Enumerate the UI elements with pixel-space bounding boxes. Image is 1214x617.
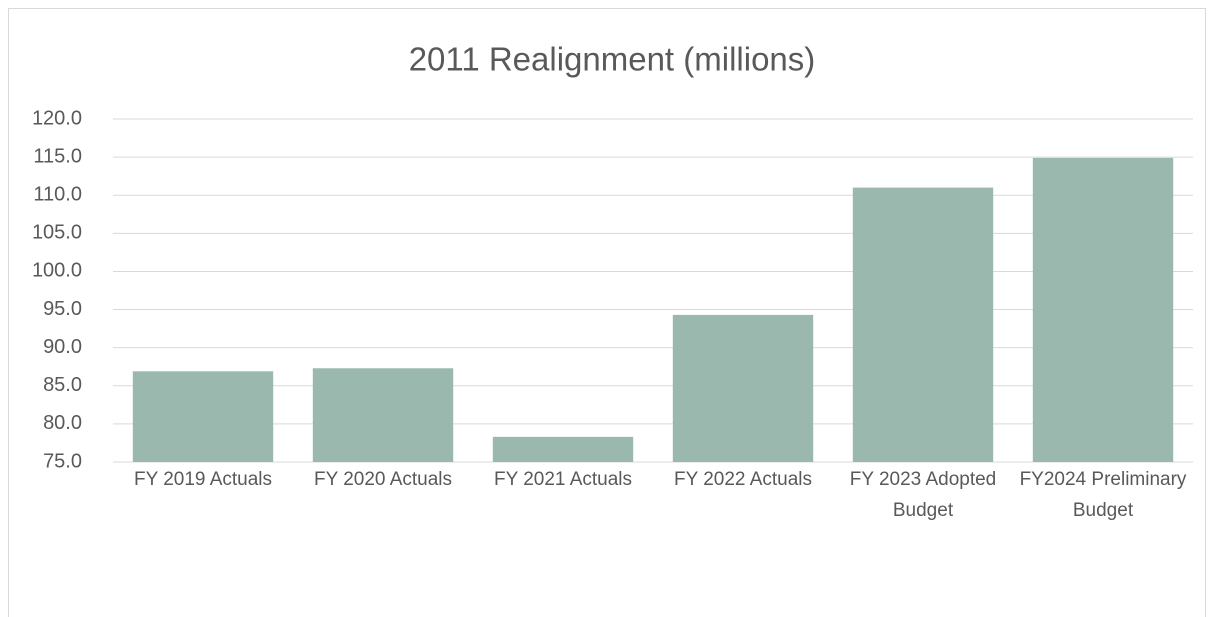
y-tick-label: 110.0 [33,184,82,206]
bar [132,371,274,462]
x-tick-label: FY2024 Preliminary Budget [1019,469,1187,521]
bar [672,314,814,462]
bar [492,436,634,462]
y-tick-label: 105.0 [32,222,82,244]
y-tick-label: 90.0 [43,336,82,358]
y-tick-label: 80.0 [43,412,82,434]
y-tick-label: 95.0 [43,298,82,320]
x-tick-label: FY 2020 Actuals [313,469,453,490]
bar [1032,157,1174,462]
y-tick-label: 115.0 [33,145,82,167]
x-tick-label: FY 2022 Actuals [673,469,813,490]
x-tick-label: FY 2021 Actuals [493,469,633,490]
x-tick-label: FY 2023 Adopted Budget [849,469,997,521]
chart-title: 2011 Realignment (millions) [409,41,816,78]
bar [852,187,994,462]
chart-frame [8,8,1206,617]
y-tick-label: 100.0 [32,260,82,282]
bar [312,368,454,462]
y-tick-label: 75.0 [43,450,82,472]
y-tick-label: 120.0 [32,107,82,129]
y-tick-label: 85.0 [43,374,82,396]
x-tick-label: FY 2019 Actuals [133,469,273,490]
